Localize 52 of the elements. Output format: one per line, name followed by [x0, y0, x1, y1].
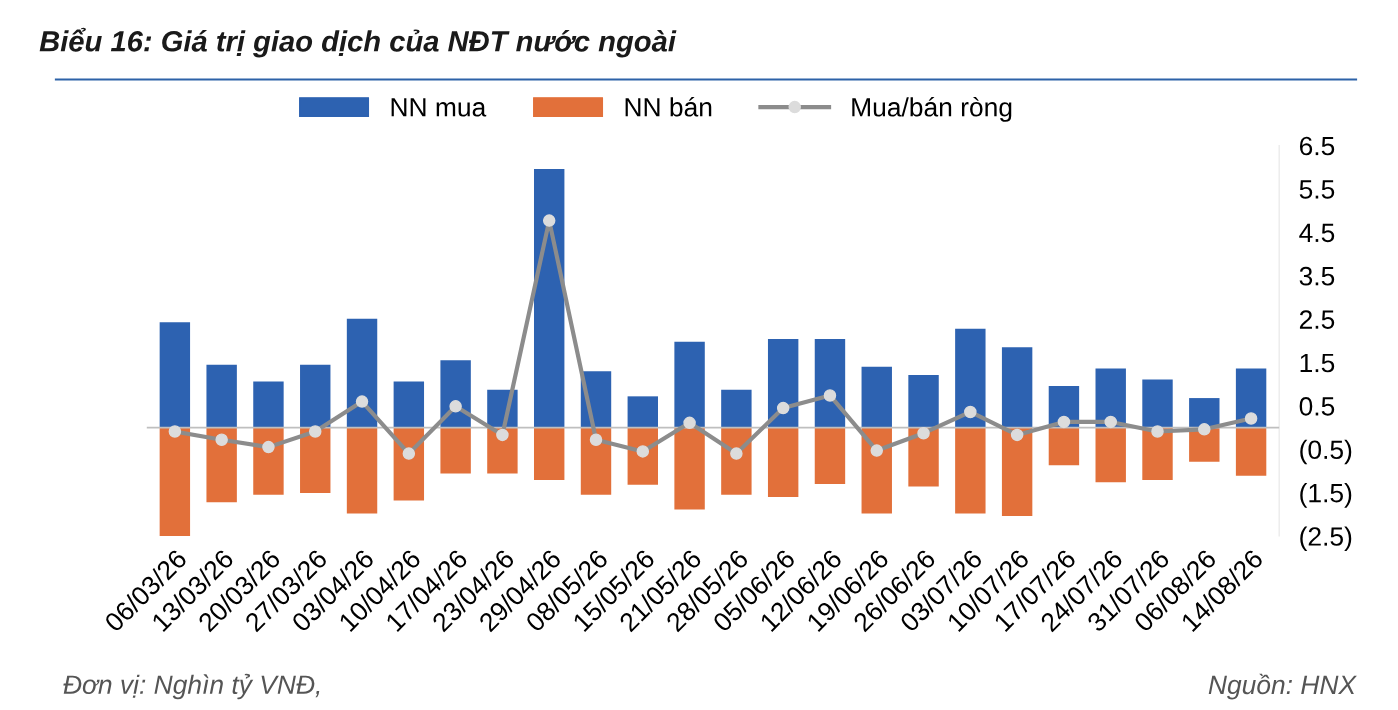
bar	[580, 427, 612, 495]
bar	[534, 168, 565, 428]
text: Nguồn: HNX	[1208, 673, 1357, 700]
y-tick-label: 0.5	[1299, 397, 1335, 416]
bar	[955, 328, 986, 428]
bar	[861, 427, 892, 514]
legend-label: NN bán	[625, 96, 712, 117]
legend-label: Mua/bán ròng	[852, 96, 1012, 122]
bar	[440, 427, 471, 474]
y-tick-label: (1.5)	[1300, 483, 1352, 508]
bar	[861, 366, 892, 428]
bar	[1095, 427, 1126, 483]
bar	[1048, 427, 1080, 466]
bar	[1142, 379, 1173, 428]
text: Đơn vị: Nghìn tỷ VNĐ,	[63, 673, 320, 700]
y-tick-label: 3.5	[1299, 266, 1335, 286]
y-tick-label: 5.5	[1299, 180, 1335, 199]
bar	[674, 341, 705, 428]
y-tick-label: (2.5)	[1300, 526, 1352, 552]
bar	[814, 427, 846, 484]
y-tick-label: 1.5	[1300, 353, 1335, 373]
bar	[1001, 347, 1033, 428]
bar	[300, 427, 331, 494]
bar	[674, 427, 705, 510]
bar	[346, 427, 378, 514]
bar	[393, 381, 425, 428]
bar	[206, 427, 237, 503]
chart-title: Biểu 16: Giá trị giao dịch của NĐT nước ngoài	[39, 27, 677, 58]
bar	[253, 427, 284, 495]
bar	[346, 318, 378, 428]
bar	[206, 364, 237, 428]
bar	[814, 339, 846, 428]
y-tick-label: 2.5	[1299, 310, 1335, 329]
bar	[721, 389, 752, 428]
bar	[1189, 398, 1220, 428]
bar	[253, 381, 284, 428]
y-tick-label: (0.5)	[1300, 439, 1352, 465]
bar	[1235, 427, 1267, 476]
y-tick-label: 6.5	[1299, 136, 1335, 156]
bar	[955, 427, 986, 514]
bar	[300, 364, 331, 428]
bar	[1235, 368, 1267, 428]
bar	[767, 339, 799, 428]
bar	[159, 427, 191, 537]
bar	[767, 427, 799, 497]
legend-label: NN mua	[391, 98, 487, 117]
bar	[1001, 427, 1033, 517]
bar	[627, 396, 658, 428]
bar	[908, 375, 939, 428]
bar	[534, 427, 565, 481]
bar	[159, 322, 191, 428]
y-tick-label: 4.5	[1299, 223, 1335, 243]
